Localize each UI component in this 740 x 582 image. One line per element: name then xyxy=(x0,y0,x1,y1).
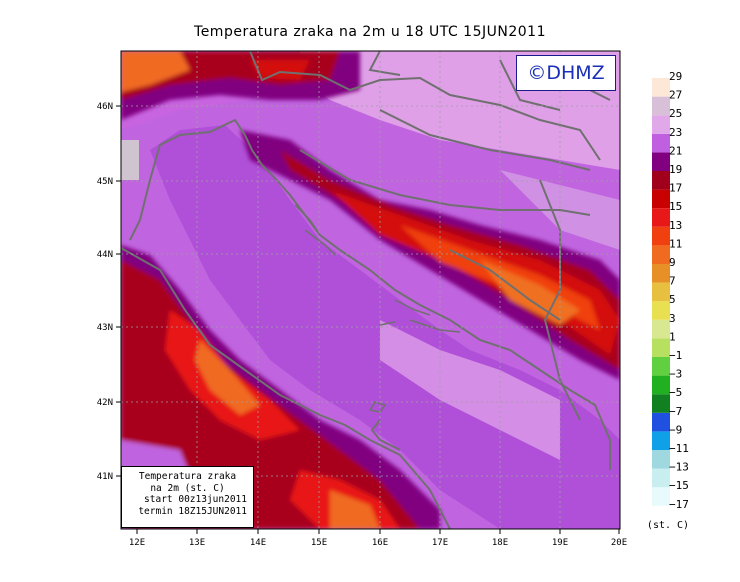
islands xyxy=(294,204,461,413)
lon-label: 13E xyxy=(189,538,205,548)
legend-label: −13 xyxy=(669,461,689,474)
legend-label: 11 xyxy=(669,237,682,250)
lat-label: 46N xyxy=(97,102,113,112)
legend-swatch xyxy=(652,78,670,97)
legend-swatch xyxy=(652,450,670,469)
lat-label: 44N xyxy=(97,250,113,260)
legend-label: 19 xyxy=(669,163,682,176)
info-line-4: termin 18Z15JUN2011 xyxy=(138,505,247,517)
legend-swatch xyxy=(652,282,670,302)
lon-label: 16E xyxy=(372,538,388,548)
legend-swatch xyxy=(652,431,670,450)
legend-label: −11 xyxy=(669,442,689,455)
legend-swatch xyxy=(652,319,670,339)
lat-label: 43N xyxy=(97,323,113,333)
lon-label: 19E xyxy=(552,538,568,548)
legend-swatch xyxy=(652,338,670,357)
legend-swatch xyxy=(652,468,670,488)
field-adriatic-warm xyxy=(380,320,560,460)
legend-label: −17 xyxy=(669,498,689,511)
legend-swatch xyxy=(652,208,670,227)
legend-swatch xyxy=(652,171,670,190)
legend-swatch xyxy=(652,264,670,283)
lon-label: 20E xyxy=(611,538,627,548)
legend-label: −3 xyxy=(669,368,682,381)
legend-label: 27 xyxy=(669,89,682,102)
legend-label: −1 xyxy=(669,349,682,362)
legend-swatch xyxy=(652,152,670,171)
info-line-2: na 2m (st. C) xyxy=(150,482,225,494)
color-legend: 29 27 25 23 21 19 17 15 13 11 9 7 5 3 1 −1 −3 −5 −7 −9 −11 −1… xyxy=(652,70,689,511)
legend-swatch xyxy=(652,245,670,264)
lat-label: 45N xyxy=(97,177,113,187)
legend-label: 9 xyxy=(669,256,676,269)
lon-label: 17E xyxy=(432,538,448,548)
temperature-field xyxy=(121,51,620,529)
legend-unit: (st. C) xyxy=(647,520,689,531)
lon-label: 12E xyxy=(129,538,145,548)
legend-label: 5 xyxy=(669,293,676,306)
dhmz-logo: ©DHMZ xyxy=(516,55,616,91)
info-box: Temperatura zraka na 2m (st. C) start 00… xyxy=(121,466,254,528)
legend-label: −9 xyxy=(669,423,682,436)
legend-swatch xyxy=(652,394,670,413)
lon-label: 14E xyxy=(250,538,266,548)
legend-label: 7 xyxy=(669,275,676,288)
lon-label: 15E xyxy=(311,538,327,548)
legend-swatch xyxy=(652,226,670,246)
legend-label: 25 xyxy=(669,107,682,120)
field-alps xyxy=(121,51,360,120)
field-grey-cell xyxy=(121,140,139,180)
legend-swatch xyxy=(652,301,670,320)
legend-label: 23 xyxy=(669,126,682,139)
coastlines xyxy=(121,51,611,529)
legend-label: −15 xyxy=(669,479,689,492)
info-line-1: Temperatura zraka xyxy=(138,471,237,482)
map-title: Temperatura zraka na 2m u 18 UTC 15JUN20… xyxy=(194,24,546,40)
legend-label: 3 xyxy=(669,312,676,325)
legend-label: 13 xyxy=(669,219,682,232)
legend-label: 17 xyxy=(669,182,682,195)
legend-swatch xyxy=(652,412,670,432)
legend-label: 29 xyxy=(669,70,682,83)
legend-swatch xyxy=(652,189,670,209)
legend-label: −7 xyxy=(669,405,682,418)
legend-label: 21 xyxy=(669,144,682,157)
legend-label: 1 xyxy=(669,330,676,343)
legend-swatch xyxy=(652,375,670,395)
legend-swatch xyxy=(652,487,670,506)
tick-marks xyxy=(116,105,620,534)
legend-label: 15 xyxy=(669,200,682,213)
lon-label: 18E xyxy=(492,538,508,548)
legend-swatch xyxy=(652,115,670,134)
legend-swatch xyxy=(652,133,670,153)
legend-swatch xyxy=(652,96,670,116)
legend-swatch xyxy=(652,357,670,376)
lon-labels: 12E 13E 14E 15E 16E 17E 18E 19E 20E xyxy=(129,538,627,548)
info-line-3: start 00z13jun2011 xyxy=(144,494,247,505)
lat-label: 42N xyxy=(97,398,113,408)
map-frame xyxy=(120,50,621,530)
lat-label: 41N xyxy=(97,472,113,482)
lat-labels: 46N 45N 44N 43N 42N 41N xyxy=(97,102,113,482)
graticule xyxy=(121,51,620,529)
legend-label: −5 xyxy=(669,386,682,399)
